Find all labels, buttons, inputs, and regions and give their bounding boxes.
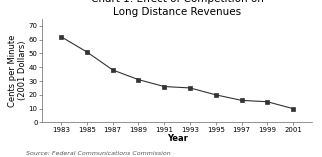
X-axis label: Year: Year bbox=[167, 134, 187, 143]
Text: Source: Federal Communications Commission: Source: Federal Communications Commissio… bbox=[26, 151, 171, 156]
Title: Chart 1: Effect of Competition on
Long Distance Revenues: Chart 1: Effect of Competition on Long D… bbox=[91, 0, 263, 17]
Y-axis label: Cents per Minute
(2001 Dollars): Cents per Minute (2001 Dollars) bbox=[8, 35, 27, 107]
